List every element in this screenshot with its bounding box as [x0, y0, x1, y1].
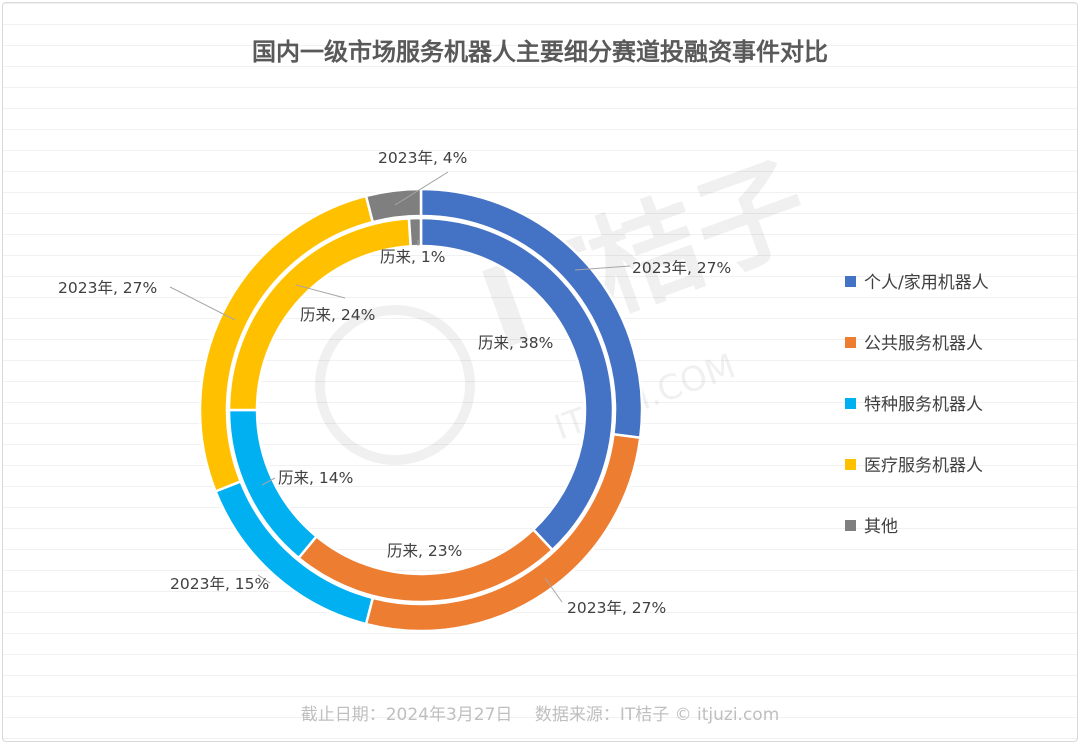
data-label-inner-0: 历来, 38%: [478, 334, 553, 352]
leader-line-outer-1: [544, 577, 563, 603]
leader-line-outer-0: [574, 265, 631, 271]
data-label-outer-0: 2023年, 27%: [632, 259, 731, 277]
leader-line-outer-3: [169, 286, 236, 321]
legend-label-3: 医疗服务机器人: [864, 456, 983, 476]
data-label-outer-2: 2023年, 15%: [170, 575, 269, 593]
legend-label-1: 公共服务机器人: [864, 334, 983, 354]
data-label-inner-2: 历来, 14%: [278, 469, 353, 487]
data-label-outer-1: 2023年, 27%: [567, 599, 666, 617]
legend-label-4: 其他: [864, 517, 898, 537]
leader-line-inner-3: [295, 284, 346, 299]
legend-swatch-0: [845, 276, 856, 287]
data-label-inner-3: 历来, 24%: [300, 306, 375, 324]
data-label-outer-3: 2023年, 27%: [58, 279, 157, 297]
legend-swatch-2: [845, 398, 856, 409]
chart-title: 国内一级市场服务机器人主要细分赛道投融资事件对比: [252, 38, 828, 66]
leader-line-outer-4: [394, 171, 449, 206]
leader-line-inner-2: [261, 477, 276, 486]
footer-source: 截止日期：2024年3月27日 数据来源：IT桔子 © itjuzi.com: [300, 705, 780, 725]
data-label-inner-1: 历来, 23%: [387, 542, 462, 560]
legend-swatch-1: [845, 337, 856, 348]
legend-label-2: 特种服务机器人: [864, 395, 983, 415]
leader-line-outer-2: [257, 574, 271, 584]
data-label-outer-4: 2023年, 4%: [378, 149, 467, 167]
legend-swatch-3: [845, 459, 856, 470]
data-label-inner-4: 历来, 1%: [380, 248, 445, 266]
slice-inner-4: [407, 216, 423, 248]
legend-swatch-4: [845, 520, 856, 531]
legend-label-0: 个人/家用机器人: [864, 273, 989, 293]
